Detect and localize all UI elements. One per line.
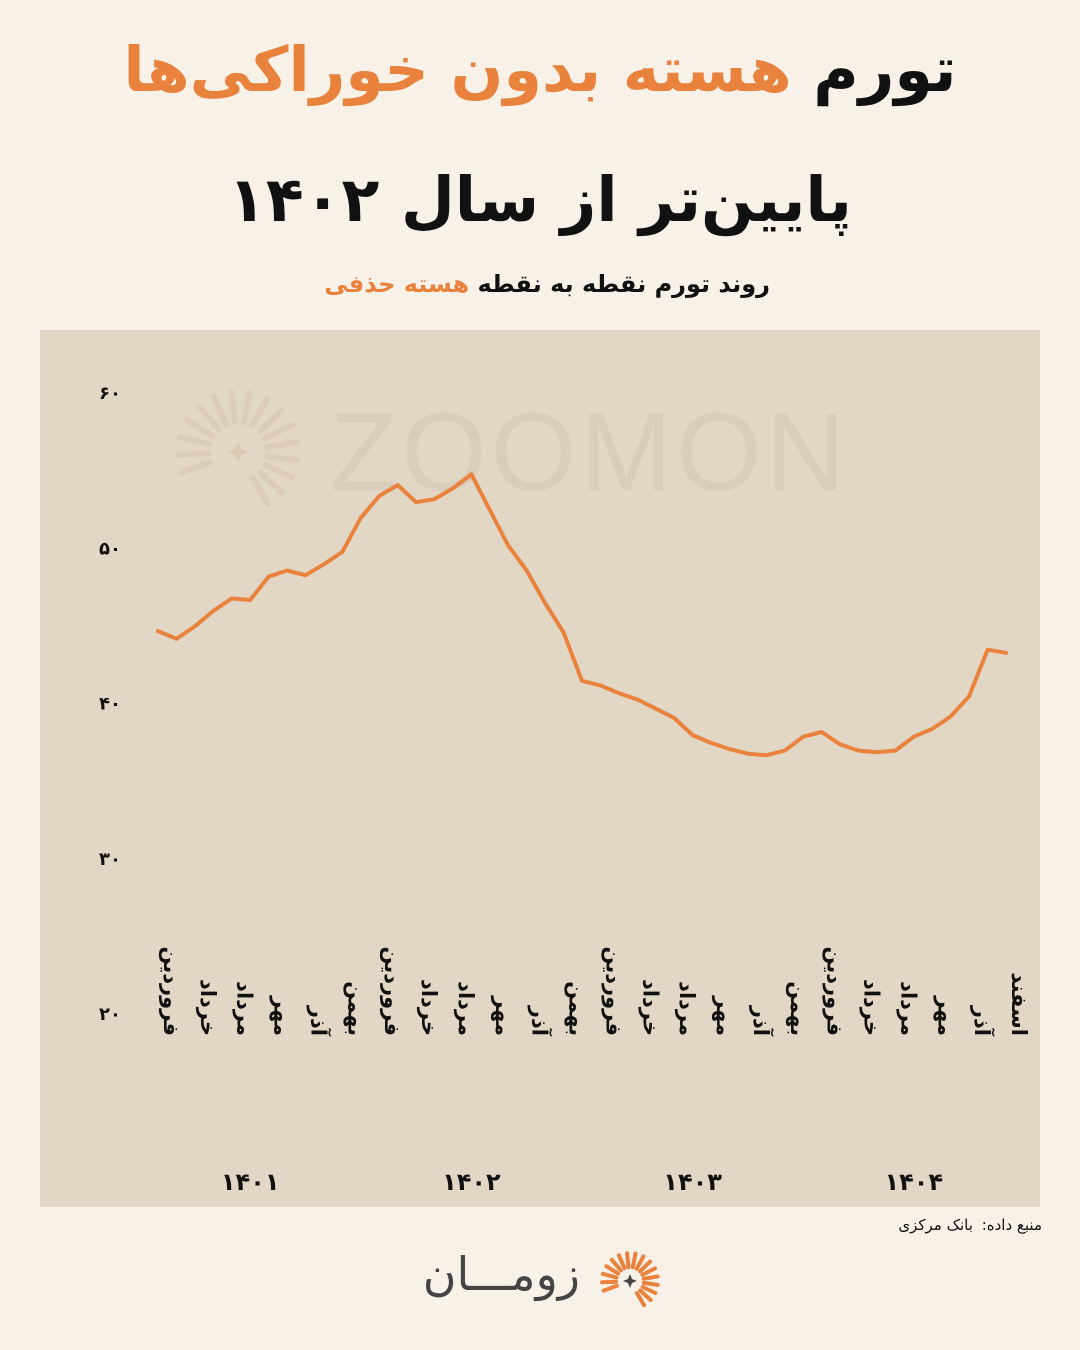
y-tick-label: ۳۰ [99,849,121,870]
x-tick-label: مرداد [454,981,478,1036]
x-tick-label: فروردین [601,946,625,1036]
x-tick-label: خرداد [417,979,441,1036]
sunburst-logo-icon [600,1251,660,1308]
subtitle-prefix: روند تورم نقطه به نقطه [477,270,771,298]
x-year-label: ۱۴۰۳ [663,1168,722,1196]
x-tick-label: خرداد [196,979,220,1036]
chart-subtitle: روند تورم نقطه به نقطه هسته حذفی [324,270,770,298]
x-tick-label: فروردین [823,946,847,1036]
y-tick-label: ۶۰ [99,383,121,404]
x-tick-label: مهر [712,995,736,1036]
subtitle-accent: هسته حذفی [324,270,470,298]
y-axis: ۲۰ ۳۰ ۴۰ ۵۰ ۶۰ [99,383,121,1025]
watermark-logo-icon [175,389,301,507]
source-value: بانک مرکزی [898,1216,973,1234]
source-label: منبع داده: [981,1216,1042,1234]
x-tick-label: مرداد [675,981,699,1036]
brand-name: زومـــان [422,1247,580,1301]
title-prefix: تورم [813,33,957,106]
y-tick-label: ۴۰ [99,694,121,715]
x-tick-label: آذر [749,1005,774,1037]
x-tick-label: خرداد [860,979,884,1036]
x-tick-label: مرداد [233,981,257,1036]
x-tick-label: مهر [933,995,957,1036]
watermark-text: ZOOMON [330,391,849,514]
x-year-label: ۱۴۰۴ [885,1168,944,1196]
x-tick-label: مهر [270,995,294,1036]
x-year-label: ۱۴۰۱ [221,1168,280,1196]
x-tick-label: بهمن [565,981,589,1036]
x-tick-label: مرداد [896,981,920,1036]
watermark: ZOOMON [175,389,849,514]
title-accent: هسته بدون خوراکی‌ها [123,33,792,106]
x-tick-label: فروردین [380,946,404,1036]
x-tick-label: خرداد [638,979,662,1036]
series-line [156,472,1008,758]
page-title-line1: تورم هسته بدون خوراکی‌ها [0,30,1080,110]
series-group [156,472,1008,758]
page-title-line2: پایین‌تر از سال ۱۴۰۲ [228,163,852,236]
x-year-label: ۱۴۰۲ [442,1168,501,1196]
y-tick-label: ۵۰ [99,538,121,559]
x-tick-label: اسفند [1007,972,1031,1036]
chart-panel: ZOOMON ۲۰ ۳۰ ۴۰ ۵۰ ۶۰ فروردین خرداد مرداد مهر آذ… [40,330,1040,1207]
x-tick-label: آذر [528,1005,553,1037]
line-chart: ZOOMON ۲۰ ۳۰ ۴۰ ۵۰ ۶۰ فروردین خرداد مرداد مهر آذ… [99,383,1031,1196]
x-tick-label: آذر [970,1005,995,1037]
x-tick-label: مهر [491,995,515,1036]
brand-logo: زومـــان [410,1245,670,1315]
y-tick-label: ۲۰ [99,1004,121,1025]
x-tick-label: بهمن [786,981,810,1036]
x-tick-label: آذر [307,1005,332,1037]
x-tick-label: فروردین [159,946,183,1036]
x-axis-years: ۱۴۰۱ ۱۴۰۲ ۱۴۰۳ ۱۴۰۴ [221,1168,943,1196]
source-note: منبع داده: بانک مرکزی [898,1216,1042,1234]
x-axis: فروردین خرداد مرداد مهر آذر بهمن فروردین خرداد م… [159,946,1031,1036]
x-tick-label: بهمن [343,981,367,1036]
